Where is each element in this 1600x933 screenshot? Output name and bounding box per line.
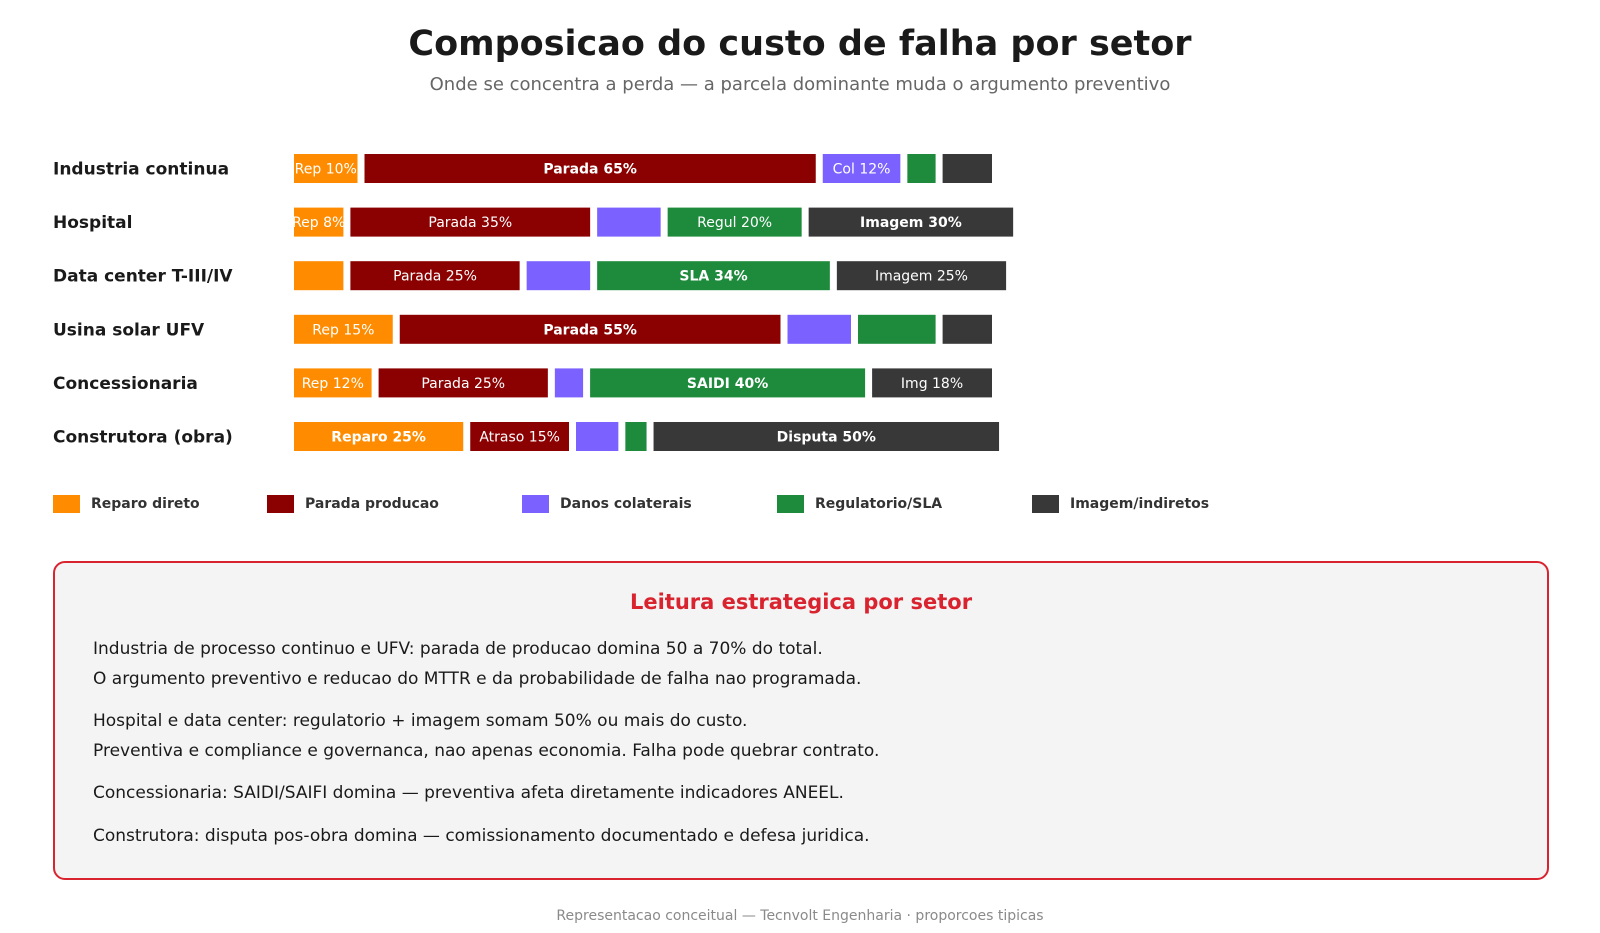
bar-segment	[470, 422, 569, 451]
bar-segment	[399, 314, 781, 344]
chart-title: Composicao do custo de falha por setor	[408, 24, 1192, 64]
strategy-line: Industria de processo continuo e UFV: pa…	[93, 639, 823, 659]
legend-swatch	[53, 495, 80, 513]
data-label: Parada 25%	[393, 269, 477, 285]
legend-label: Regulatorio/SLA	[815, 496, 943, 512]
bar-segment	[822, 154, 901, 183]
data-label: Imagem 30%	[860, 215, 962, 231]
data-label: Col 12%	[833, 162, 891, 178]
legend-label: Parada producao	[305, 496, 439, 512]
strategy-line: O argumento preventivo e reducao do MTTR…	[93, 669, 862, 689]
bar-segment	[590, 368, 866, 398]
legend-label: Imagem/indiretos	[1070, 496, 1210, 512]
bar-segment	[554, 368, 584, 398]
chart-subtitle: Onde se concentra a perda — a parcela do…	[429, 74, 1171, 95]
data-label: Img 18%	[901, 376, 963, 392]
bar-segment	[597, 261, 830, 291]
data-label: Disputa 50%	[777, 430, 876, 446]
bar-segment	[378, 368, 548, 398]
bar-segment	[294, 368, 372, 398]
category-label: Hospital	[53, 213, 132, 233]
footer-note: Representacao conceitual — Tecnvolt Enge…	[556, 908, 1044, 924]
bar-segment	[787, 314, 851, 344]
data-label: Parada 55%	[543, 322, 637, 338]
strategy-line: Concessionaria: SAIDI/SAIFI domina — pre…	[93, 783, 844, 803]
category-label: Data center T-III/IV	[53, 267, 233, 287]
data-label: Rep 10%	[295, 162, 357, 178]
bar-segment	[942, 154, 992, 183]
bar-segment	[808, 207, 1014, 237]
bar-segment	[858, 314, 936, 344]
bar-segment	[350, 261, 520, 291]
chart-legend: Reparo direto Parada producao Danos cola…	[53, 495, 1353, 515]
legend-swatch	[267, 495, 294, 513]
data-label: Reparo 25%	[331, 430, 426, 446]
bar-segment	[294, 261, 344, 291]
bar-segment	[526, 261, 591, 291]
bar-segment	[364, 154, 816, 183]
data-label: Rep 15%	[312, 322, 374, 338]
bar-segment	[597, 207, 661, 237]
stacked-bar-chart: Industria continua Rep 10% Parada 65% Col 1…	[53, 154, 1014, 451]
category-label: Industria continua	[53, 160, 229, 180]
bar-segment	[942, 314, 992, 344]
strategy-line: Hospital e data center: regulatorio + im…	[93, 711, 748, 731]
data-label: Atraso 15%	[479, 430, 560, 446]
bar-segment	[294, 422, 464, 451]
bar-segment	[907, 154, 936, 183]
bar-segment	[350, 207, 591, 237]
data-label: Regul 20%	[697, 215, 772, 231]
data-label: SLA 34%	[679, 269, 747, 285]
data-label: Parada 35%	[428, 215, 512, 231]
strategy-box: Leitura estrategica por setor Industria …	[53, 561, 1549, 880]
data-label: Parada 25%	[421, 376, 505, 392]
strategy-line: Preventiva e compliance e governanca, na…	[93, 741, 880, 761]
bar-segment	[294, 314, 393, 344]
bar-segment	[294, 207, 344, 237]
legend-label: Reparo direto	[91, 496, 200, 512]
legend-swatch	[1032, 495, 1059, 513]
data-label: Parada 65%	[543, 162, 637, 178]
bar-segment	[625, 422, 647, 451]
category-label: Usina solar UFV	[53, 320, 205, 340]
data-label: SAIDI 40%	[687, 376, 768, 392]
legend-label: Danos colaterais	[560, 496, 692, 512]
bar-segment	[836, 261, 1007, 291]
bar-segment	[667, 207, 802, 237]
bar-segment	[653, 422, 1000, 451]
bar-segment	[872, 368, 992, 398]
strategy-line: Construtora: disputa pos-obra domina — c…	[93, 826, 870, 846]
category-label: Construtora (obra)	[53, 428, 233, 448]
data-label: Rep 12%	[302, 376, 364, 392]
bar-segment	[294, 154, 358, 183]
category-label: Concessionaria	[53, 374, 198, 394]
legend-swatch	[777, 495, 804, 513]
strategy-box-title: Leitura estrategica por setor	[629, 590, 973, 614]
bar-segment	[576, 422, 619, 451]
data-label: Imagem 25%	[875, 269, 968, 285]
data-label: Rep 8%	[292, 215, 345, 231]
legend-swatch	[522, 495, 549, 513]
